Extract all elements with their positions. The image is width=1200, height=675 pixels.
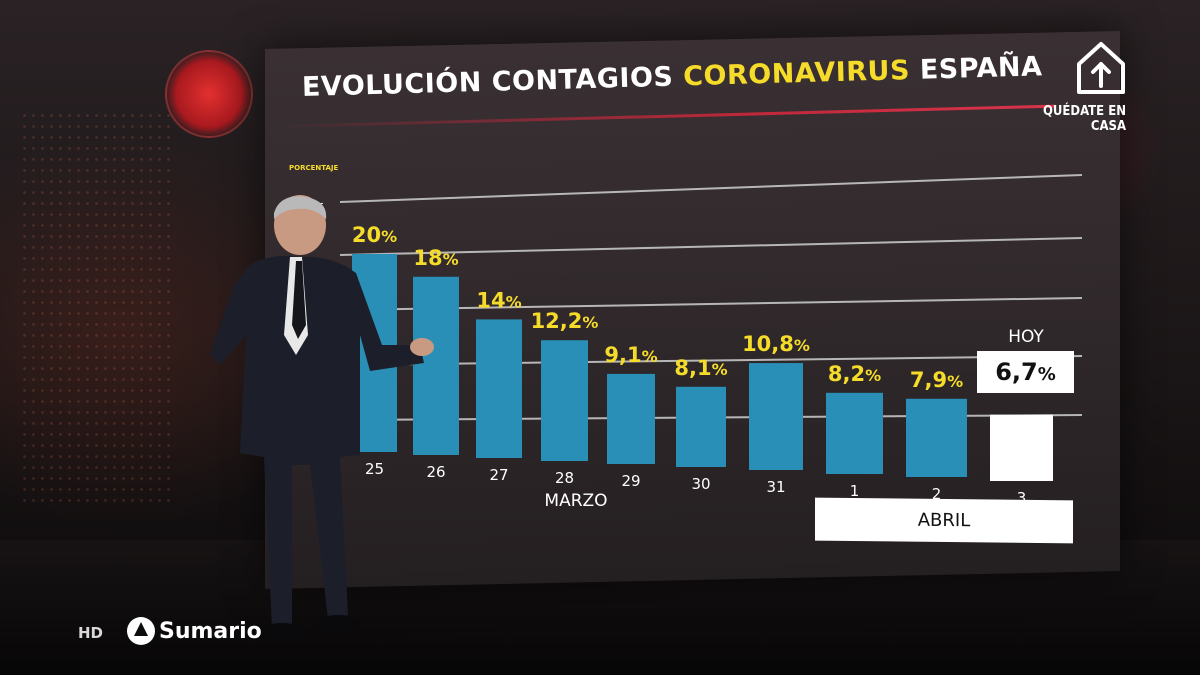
bar bbox=[749, 363, 803, 470]
today-value-box: 6,7% bbox=[977, 351, 1074, 393]
gridline bbox=[339, 355, 1083, 366]
value-label: 9,1% bbox=[604, 343, 657, 367]
x-tick-label: 27 bbox=[489, 466, 508, 484]
x-tick-label: 28 bbox=[555, 469, 574, 487]
y-axis-label: PORCENTAJE bbox=[289, 164, 339, 172]
gridline bbox=[339, 237, 1083, 256]
x-tick-labels: 25 26 27 28 29 30 31 1 2 3 bbox=[365, 460, 1026, 507]
today-value-suffix: % bbox=[1037, 364, 1056, 385]
home-text: QUÉDATE EN CASA bbox=[1042, 104, 1126, 134]
x-tick-label: 1 bbox=[850, 482, 860, 500]
bar bbox=[413, 276, 459, 455]
gridline bbox=[339, 174, 1083, 203]
value-labels: 20% 18% 14% 12,2%9,1% 8,1% 10,8% 8,2% 7,9% bbox=[352, 223, 963, 392]
bar bbox=[906, 398, 967, 477]
month-label-marzo: MARZO bbox=[544, 491, 607, 511]
today-value: 6,7 bbox=[995, 358, 1038, 386]
value-label: 14% bbox=[476, 288, 521, 312]
home-arrow-icon bbox=[1075, 40, 1127, 100]
value-label: 10,8% bbox=[742, 332, 810, 356]
bar bbox=[676, 386, 726, 467]
bar bbox=[607, 373, 655, 464]
city-lights-backdrop bbox=[20, 110, 170, 510]
x-tick-label: 29 bbox=[621, 472, 640, 490]
value-label: 20% bbox=[352, 223, 397, 247]
x-tick-label: 26 bbox=[426, 463, 445, 481]
bar bbox=[541, 340, 588, 461]
value-label: 8,2% bbox=[828, 362, 881, 386]
x-tick-label: 30 bbox=[691, 475, 710, 493]
month-label-abril: ABRIL bbox=[815, 497, 1073, 544]
program-name: Sumario bbox=[159, 618, 262, 644]
bar-today bbox=[990, 414, 1053, 481]
today-label: HOY bbox=[1008, 327, 1044, 347]
value-label: 7,9% bbox=[910, 368, 963, 392]
virus-graphic bbox=[165, 50, 253, 138]
presenter-figure bbox=[210, 195, 434, 639]
value-label: 8,1% bbox=[674, 356, 727, 380]
x-tick-label: 31 bbox=[766, 478, 785, 496]
channel-logo-icon bbox=[127, 617, 155, 645]
bar bbox=[476, 319, 522, 458]
value-label: 18% bbox=[413, 246, 458, 270]
bar bbox=[826, 392, 883, 474]
x-tick-label: 25 bbox=[365, 460, 384, 478]
x-tick-label: 2 bbox=[932, 485, 942, 503]
hd-badge: HD bbox=[78, 624, 104, 642]
gridline bbox=[339, 297, 1083, 311]
channel-logo: Sumario bbox=[127, 617, 262, 645]
x-tick-label: 3 bbox=[1017, 489, 1027, 507]
value-label: 12,2% bbox=[531, 309, 599, 333]
